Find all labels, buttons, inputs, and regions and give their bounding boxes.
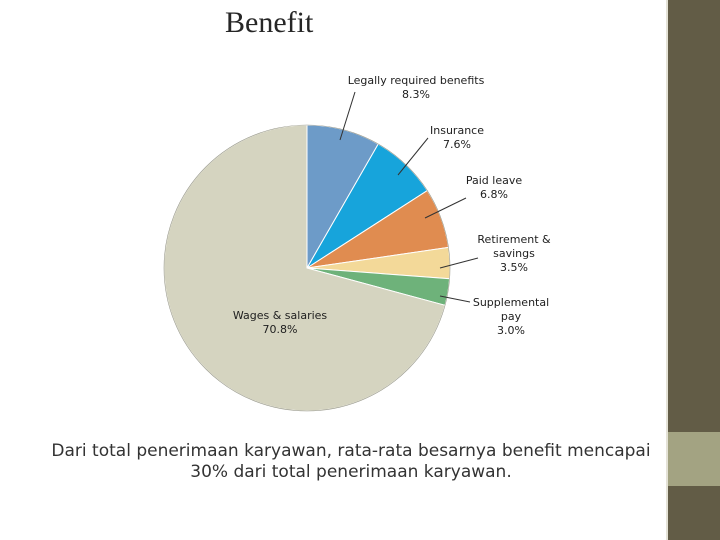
slice-label-paid-leave: Paid leave (466, 174, 522, 187)
leader-line-paid-leave (424, 197, 467, 219)
slice-value-legally-required-benefits: 8.3% (402, 88, 430, 101)
leader-line-supplemental-pay (439, 295, 471, 303)
slice-value-wages-salaries: 70.8% (263, 323, 298, 336)
slice-label-legally-required-benefits: Legally required benefits (348, 74, 485, 87)
leader-line-insurance (397, 137, 429, 176)
caption-line-1: Dari total penerimaan karyawan, rata-rat… (51, 441, 651, 461)
side-decoration-block (668, 432, 720, 486)
slice-label-insurance: Insurance (430, 124, 484, 137)
slice-label-wages-salaries: Wages & salaries (233, 309, 328, 322)
leader-line-retirement-savings (439, 257, 479, 269)
slice-value-retirement-savings: 3.5% (500, 261, 528, 274)
pie-outline (163, 124, 451, 412)
slice-label-supplemental-pay: pay (501, 310, 522, 323)
slice-value-supplemental-pay: 3.0% (497, 324, 525, 337)
slice-label-retirement-savings: Retirement & (477, 233, 551, 246)
slice-value-insurance: 7.6% (443, 138, 471, 151)
slide-caption: Dari total penerimaan karyawan, rata-rat… (40, 441, 662, 483)
leader-line-legally-required-benefits (339, 91, 356, 141)
slice-value-paid-leave: 6.8% (480, 188, 508, 201)
side-divider (666, 0, 669, 540)
slice-label-retirement-savings: savings (493, 247, 535, 260)
slide-title: Benefit (225, 6, 314, 39)
slice-label-supplemental-pay: Supplemental (473, 296, 549, 309)
caption-line-2: 30% dari total penerimaan karyawan. (190, 462, 512, 482)
